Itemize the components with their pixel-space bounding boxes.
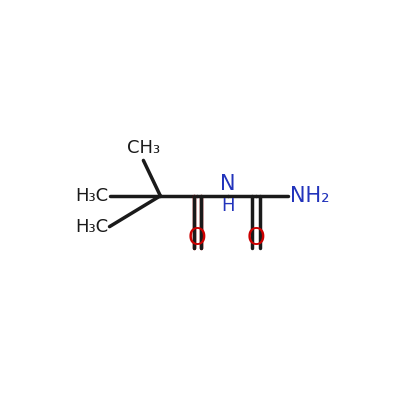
Text: O: O <box>246 226 265 250</box>
Text: H: H <box>221 197 235 215</box>
Text: N: N <box>220 174 236 194</box>
Text: CH₃: CH₃ <box>127 139 160 157</box>
Text: H₃C: H₃C <box>75 218 108 236</box>
Text: NH₂: NH₂ <box>290 186 329 206</box>
Text: H₃C: H₃C <box>75 187 108 205</box>
Text: O: O <box>188 226 207 250</box>
